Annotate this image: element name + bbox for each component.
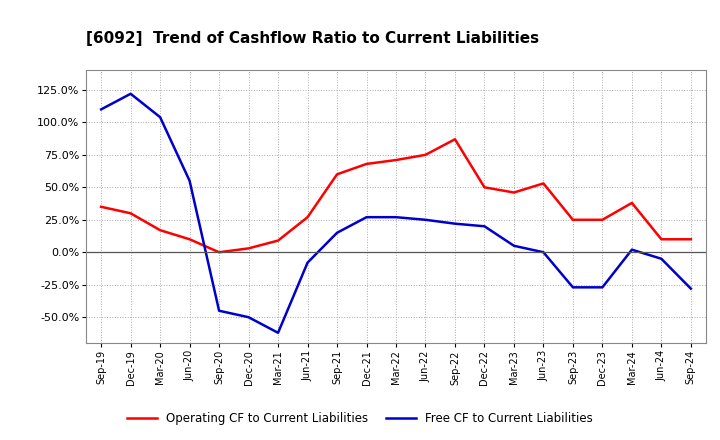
Free CF to Current Liabilities bbox=[244, 315, 253, 320]
Operating CF to Current Liabilities bbox=[333, 172, 341, 177]
Free CF to Current Liabilities bbox=[392, 215, 400, 220]
Operating CF to Current Liabilities bbox=[421, 152, 430, 158]
Free CF to Current Liabilities bbox=[687, 286, 696, 291]
Operating CF to Current Liabilities bbox=[392, 158, 400, 163]
Operating CF to Current Liabilities bbox=[274, 238, 282, 243]
Operating CF to Current Liabilities bbox=[657, 237, 666, 242]
Free CF to Current Liabilities bbox=[510, 243, 518, 249]
Operating CF to Current Liabilities bbox=[510, 190, 518, 195]
Line: Free CF to Current Liabilities: Free CF to Current Liabilities bbox=[101, 94, 691, 333]
Free CF to Current Liabilities bbox=[657, 256, 666, 261]
Free CF to Current Liabilities bbox=[362, 215, 371, 220]
Operating CF to Current Liabilities bbox=[451, 136, 459, 142]
Operating CF to Current Liabilities bbox=[687, 237, 696, 242]
Free CF to Current Liabilities bbox=[628, 247, 636, 252]
Free CF to Current Liabilities bbox=[451, 221, 459, 226]
Free CF to Current Liabilities bbox=[569, 285, 577, 290]
Operating CF to Current Liabilities bbox=[569, 217, 577, 223]
Free CF to Current Liabilities bbox=[126, 91, 135, 96]
Operating CF to Current Liabilities bbox=[185, 237, 194, 242]
Operating CF to Current Liabilities bbox=[362, 161, 371, 167]
Line: Operating CF to Current Liabilities: Operating CF to Current Liabilities bbox=[101, 139, 691, 252]
Operating CF to Current Liabilities bbox=[598, 217, 607, 223]
Free CF to Current Liabilities bbox=[333, 230, 341, 235]
Free CF to Current Liabilities bbox=[96, 107, 105, 112]
Free CF to Current Liabilities bbox=[185, 178, 194, 183]
Operating CF to Current Liabilities bbox=[215, 249, 223, 255]
Operating CF to Current Liabilities bbox=[480, 185, 489, 190]
Free CF to Current Liabilities bbox=[274, 330, 282, 335]
Operating CF to Current Liabilities bbox=[96, 204, 105, 209]
Operating CF to Current Liabilities bbox=[303, 215, 312, 220]
Free CF to Current Liabilities bbox=[156, 114, 164, 120]
Free CF to Current Liabilities bbox=[539, 249, 548, 255]
Operating CF to Current Liabilities bbox=[126, 211, 135, 216]
Operating CF to Current Liabilities bbox=[539, 181, 548, 186]
Free CF to Current Liabilities bbox=[421, 217, 430, 223]
Free CF to Current Liabilities bbox=[480, 224, 489, 229]
Operating CF to Current Liabilities bbox=[244, 246, 253, 251]
Operating CF to Current Liabilities bbox=[156, 227, 164, 233]
Free CF to Current Liabilities bbox=[598, 285, 607, 290]
Operating CF to Current Liabilities bbox=[628, 200, 636, 205]
Text: [6092]  Trend of Cashflow Ratio to Current Liabilities: [6092] Trend of Cashflow Ratio to Curren… bbox=[86, 31, 539, 46]
Legend: Operating CF to Current Liabilities, Free CF to Current Liabilities: Operating CF to Current Liabilities, Fre… bbox=[122, 407, 598, 430]
Free CF to Current Liabilities bbox=[303, 260, 312, 265]
Free CF to Current Liabilities bbox=[215, 308, 223, 313]
